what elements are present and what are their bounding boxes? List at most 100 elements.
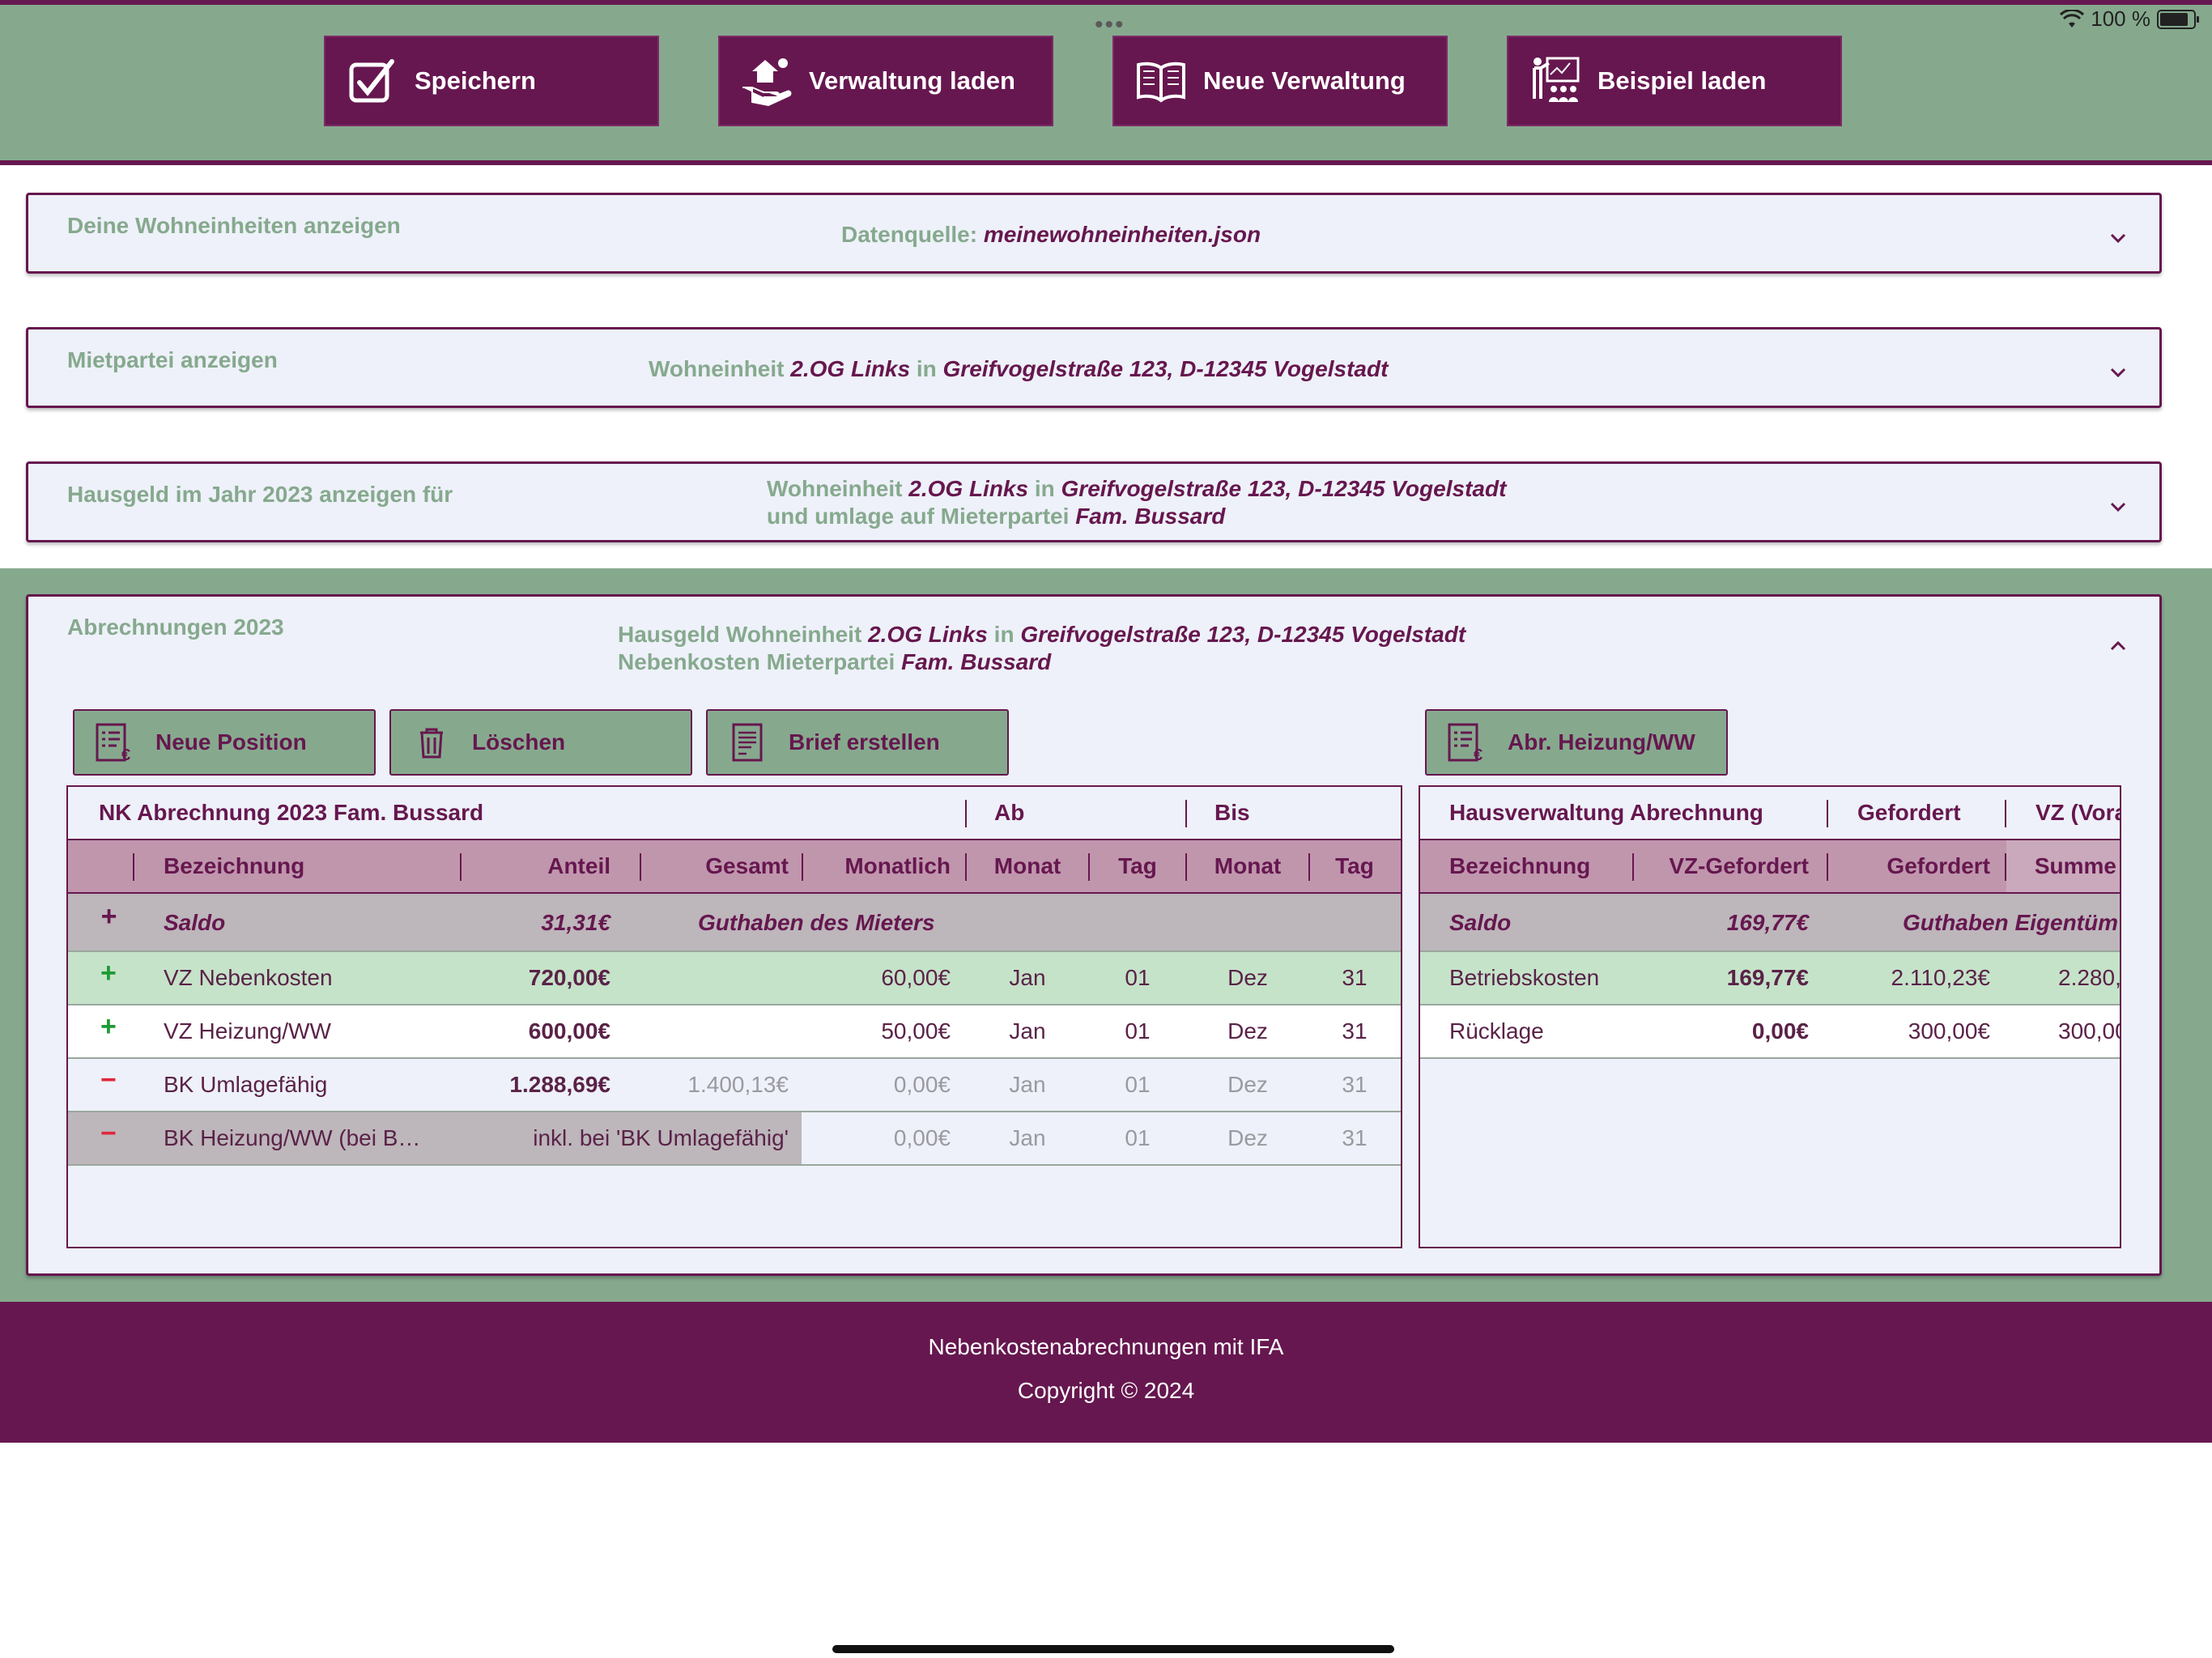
heating-label: Abr. Heizung/WW bbox=[1508, 729, 1695, 755]
plus-icon[interactable]: + bbox=[100, 1011, 117, 1042]
col-gefordert[interactable]: Gefordert bbox=[1887, 853, 1990, 878]
hausgeld-unit-label: Hausgeld Wohneinheit bbox=[618, 622, 862, 647]
table-row[interactable]: − BK Umlagefähig 1.288,69€ 1.400,13€ 0,0… bbox=[68, 1059, 1401, 1112]
delete-label: Löschen bbox=[472, 729, 566, 755]
merged-cell-background bbox=[68, 1112, 802, 1164]
load-administration-button[interactable]: Verwaltung laden bbox=[718, 36, 1053, 126]
column-divider bbox=[640, 853, 641, 881]
chevron-down-icon[interactable] bbox=[2109, 229, 2127, 247]
unit-name: 2.OG Links bbox=[790, 356, 911, 381]
tenant-panel[interactable]: Mietpartei anzeigen Wohneinheit 2.OG Lin… bbox=[26, 327, 2162, 408]
chevron-up-icon[interactable] bbox=[2109, 637, 2127, 655]
col-ab-tag[interactable]: Tag bbox=[1118, 853, 1157, 878]
letter-label: Brief erstellen bbox=[789, 729, 940, 755]
save-button[interactable]: Speichern bbox=[324, 36, 659, 126]
column-divider bbox=[965, 800, 967, 827]
minus-icon[interactable]: − bbox=[100, 1065, 117, 1095]
table-row[interactable]: − BK Heizung/WW (bei B… inkl. bei 'BK Um… bbox=[68, 1112, 1401, 1166]
tenant-panel-title: Mietpartei anzeigen bbox=[67, 347, 278, 372]
svg-text:€: € bbox=[121, 746, 130, 763]
row-gesamt bbox=[651, 1005, 789, 1057]
data-source: Datenquelle: meinewohneinheiten.json bbox=[841, 221, 1261, 249]
plus-icon[interactable]: + bbox=[100, 958, 117, 988]
svg-text:€: € bbox=[1474, 746, 1482, 763]
row-bis-monat: Dez bbox=[1227, 1072, 1268, 1097]
hv-saldo-row[interactable]: Saldo 169,77€ Guthaben Eigentüm bbox=[1420, 894, 2120, 952]
settlements-panel-title[interactable]: Abrechnungen 2023 bbox=[67, 614, 284, 640]
hv-table-title-row: Hausverwaltung Abrechnung Gefordert VZ (… bbox=[1420, 787, 2121, 840]
row-vz-gefordert: 0,00€ bbox=[1751, 1018, 1809, 1044]
create-letter-button[interactable]: Brief erstellen bbox=[706, 709, 1009, 776]
row-anteil-note: inkl. bei 'BK Umlagefähig' bbox=[533, 1125, 789, 1150]
minus-icon[interactable]: − bbox=[100, 1118, 117, 1149]
row-bis-monat: Dez bbox=[1227, 1125, 1268, 1150]
plus-icon: + bbox=[100, 901, 117, 932]
new-administration-button[interactable]: Neue Verwaltung bbox=[1112, 36, 1448, 126]
in-label: in bbox=[1034, 476, 1055, 501]
column-divider bbox=[965, 853, 967, 881]
column-divider bbox=[460, 853, 462, 881]
table-row[interactable]: Betriebskosten 169,77€ 2.110,23€ 2.280,0… bbox=[1420, 952, 2120, 1005]
house-hand-icon bbox=[742, 58, 792, 107]
row-name: BK Heizung/WW (bei B… bbox=[164, 1125, 421, 1150]
col-gesamt[interactable]: Gesamt bbox=[705, 853, 789, 878]
wifi-icon bbox=[2060, 9, 2085, 28]
col-monatlich[interactable]: Monatlich bbox=[844, 853, 951, 878]
table-row[interactable]: + VZ Nebenkosten 720,00€ 60,00€ Jan 01 D… bbox=[68, 952, 1401, 1005]
column-divider bbox=[133, 853, 134, 881]
heating-settlement-button[interactable]: € Abr. Heizung/WW bbox=[1425, 709, 1728, 776]
col-bezeichnung[interactable]: Bezeichnung bbox=[164, 853, 305, 878]
nk-table-header-row: Bezeichnung Anteil Gesamt Monatlich Mona… bbox=[68, 840, 1401, 894]
col-ab-monat[interactable]: Monat bbox=[993, 853, 1061, 878]
chevron-down-icon[interactable] bbox=[2109, 498, 2127, 516]
hausgeld-panel[interactable]: Hausgeld im Jahr 2023 anzeigen für Wohne… bbox=[26, 461, 2162, 542]
col-bezeichnung[interactable]: Bezeichnung bbox=[1449, 853, 1591, 878]
row-name: Betriebskosten bbox=[1449, 965, 1600, 990]
footer: Nebenkostenabrechnungen mit IFA Copyrigh… bbox=[0, 1302, 2212, 1443]
tenant-name: Fam. Bussard bbox=[901, 649, 1052, 674]
new-position-label: Neue Position bbox=[155, 729, 307, 755]
new-position-button[interactable]: € Neue Position bbox=[73, 709, 376, 776]
claimed-header: Gefordert bbox=[1857, 800, 1961, 825]
col-vz-gefordert[interactable]: VZ-Gefordert bbox=[1669, 853, 1809, 878]
data-source-file: meinewohneinheiten.json bbox=[983, 222, 1261, 247]
table-row[interactable]: + VZ Heizung/WW 600,00€ 50,00€ Jan 01 De… bbox=[68, 1005, 1401, 1059]
load-example-button[interactable]: Beispiel laden bbox=[1507, 36, 1842, 126]
nk-table-title-row: NK Abrechnung 2023 Fam. Bussard Ab Bis bbox=[68, 787, 1401, 840]
invoice-euro-icon: € bbox=[1448, 723, 1482, 763]
hv-settlement-table: Hausverwaltung Abrechnung Gefordert VZ (… bbox=[1419, 785, 2121, 1248]
address: Greifvogelstraße 123, D-12345 Vogelstadt bbox=[1061, 476, 1507, 501]
multitasking-dots[interactable]: ••• bbox=[1095, 11, 1125, 38]
column-divider bbox=[1088, 853, 1090, 881]
row-anteil: 720,00€ bbox=[528, 965, 610, 990]
column-divider bbox=[2005, 800, 2006, 827]
col-anteil[interactable]: Anteil bbox=[547, 853, 610, 878]
footer-copyright: Copyright © 2024 bbox=[1017, 1378, 1195, 1403]
row-ab-monat: Jan bbox=[1009, 965, 1046, 990]
row-anteil: 600,00€ bbox=[528, 1018, 610, 1044]
column-divider bbox=[802, 853, 803, 881]
column-divider bbox=[1632, 853, 1634, 881]
table-row[interactable]: Rücklage 0,00€ 300,00€ 300,00 bbox=[1420, 1005, 2120, 1059]
delete-button[interactable]: Löschen bbox=[389, 709, 692, 776]
checkbox-icon bbox=[349, 59, 394, 103]
hv-table-title: Hausverwaltung Abrechnung bbox=[1449, 800, 1763, 825]
settlements-info: Hausgeld Wohneinheit 2.OG Links in Greif… bbox=[618, 621, 1465, 676]
row-ab-tag: 01 bbox=[1125, 1125, 1151, 1150]
col-bis-monat[interactable]: Monat bbox=[1214, 853, 1282, 878]
row-bis-tag: 31 bbox=[1342, 1125, 1368, 1150]
to-header: Bis bbox=[1214, 800, 1250, 825]
nk-saldo-row[interactable]: + Saldo 31,31€ Guthaben des Mieters bbox=[68, 894, 1401, 952]
presentation-icon bbox=[1533, 57, 1580, 102]
col-summe[interactable]: Summe bbox=[2034, 853, 2116, 878]
home-indicator[interactable] bbox=[832, 1645, 1394, 1653]
nk-settlement-table: NK Abrechnung 2023 Fam. Bussard Ab Bis B… bbox=[66, 785, 1402, 1248]
saldo-label: Saldo bbox=[164, 910, 226, 935]
col-bis-tag[interactable]: Tag bbox=[1335, 853, 1374, 878]
open-book-icon bbox=[1137, 62, 1185, 103]
units-panel[interactable]: Deine Wohneinheiten anzeigen Datenquelle… bbox=[26, 193, 2162, 274]
saldo-note: Guthaben des Mieters bbox=[698, 910, 935, 935]
prepayment-header: VZ (Vora bbox=[2035, 800, 2121, 825]
row-ab-tag: 01 bbox=[1125, 1018, 1151, 1044]
chevron-down-icon[interactable] bbox=[2109, 363, 2127, 381]
